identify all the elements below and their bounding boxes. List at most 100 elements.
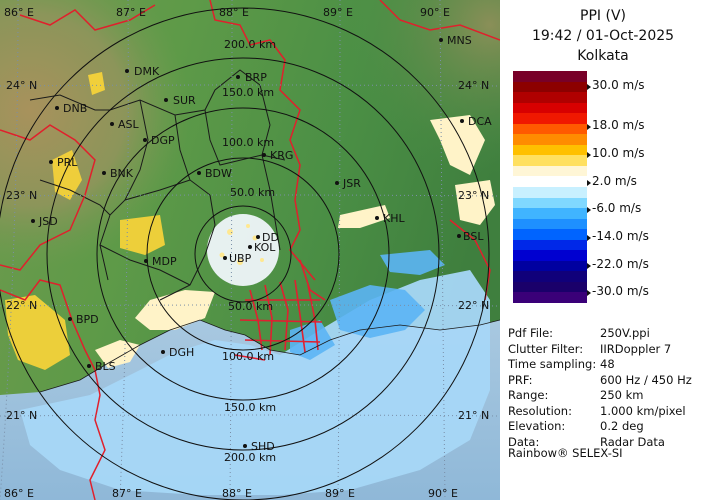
range-label: 200.0 km [224, 38, 276, 51]
colorbar-segment [513, 123, 587, 135]
metadata-key: Range: [508, 388, 549, 402]
colorbar-segment [513, 281, 587, 293]
metadata-value: 250V.ppi [600, 326, 650, 340]
station-label: JSR [342, 177, 361, 190]
station-label: DGH [169, 346, 194, 359]
station-label: KRG [270, 149, 293, 162]
colorbar-tick [587, 84, 591, 90]
range-label: 100.0 km [222, 136, 274, 149]
metadata-value: 1.000 km/pixel [600, 403, 686, 418]
metadata-key: PRF: [508, 372, 533, 387]
station-markers [31, 38, 464, 448]
product-timestamp: 19:42 / 01-Oct-2025 [531, 28, 675, 44]
district-borders [29, 69, 286, 301]
colorbar-segment [513, 113, 587, 125]
station-label: BRP [245, 71, 267, 84]
range-ring [46, 57, 440, 451]
software-credit: Rainbow® SELEX-SI [508, 446, 623, 460]
station-marker [460, 119, 464, 123]
station-label: SHD [251, 440, 275, 453]
metadata-value: IIRDoppler 7 [600, 341, 672, 356]
station-label: KOL [254, 241, 276, 254]
latitude-label: 21° N [458, 409, 489, 422]
graticule [0, 0, 500, 500]
colorbar-segment [513, 239, 587, 251]
colorbar-segment [513, 92, 587, 104]
colorbar-tick [587, 124, 591, 130]
state-borders [0, 0, 500, 500]
station-marker [110, 122, 114, 126]
radar-map: 86° E 86° E 87° E 87° E 88° E 88° E 89° E 89° E… [0, 0, 500, 500]
station-marker [125, 69, 129, 73]
colorbar-tick [587, 235, 591, 241]
colorbar-label: 18.0 m/s [592, 118, 645, 132]
station-label: DGP [151, 134, 175, 147]
metadata-value: Radar Data [600, 434, 665, 449]
longitude-label: 86° E [4, 487, 34, 500]
colorbar-label: -6.0 m/s [592, 201, 642, 215]
metadata-value: 600 Hz / 450 Hz [600, 372, 692, 387]
colorbar-label: -22.0 m/s [592, 257, 649, 271]
colorbar-segment [513, 271, 587, 283]
colorbar-tick [587, 207, 591, 213]
station-marker [49, 160, 53, 164]
echo-yellow [5, 72, 165, 370]
station-marker [55, 106, 59, 110]
station-marker [68, 317, 72, 321]
station-marker [457, 234, 461, 238]
colorbar-segment [513, 187, 587, 199]
latitude-label: 22° N [458, 299, 489, 312]
longitude-label: 87° E [116, 6, 146, 19]
station-marker [439, 38, 443, 42]
colorbar-segment [513, 102, 587, 114]
station-marker [223, 256, 227, 260]
colorbar-tick [587, 263, 591, 269]
metadata-key: Pdf File: [508, 326, 554, 340]
station-marker [197, 171, 201, 175]
range-ring [0, 7, 490, 500]
station-label: BDW [205, 167, 232, 180]
range-label: 200.0 km [224, 451, 276, 464]
colorbar-segment [513, 250, 587, 262]
station-label: PRL [57, 156, 78, 169]
echo-center-speckle [219, 224, 264, 265]
colorbar-segment [513, 134, 587, 146]
colorbar-segment [513, 81, 587, 93]
station-marker [375, 216, 379, 220]
colorbar-label: 10.0 m/s [592, 146, 645, 160]
metadata-key: Clutter Filter: [508, 341, 584, 356]
colorbar-label: -14.0 m/s [592, 229, 649, 243]
station-marker [161, 350, 165, 354]
legend-panel: PPI (V) 19:42 / 01-Oct-2025 Kolkata 30.0… [500, 0, 706, 500]
radar-map-canvas: 86° E 86° E 87° E 87° E 88° E 88° E 89° E 89° E… [0, 0, 500, 500]
colorbar-segment [513, 197, 587, 209]
longitude-label: 88° E [219, 6, 249, 19]
longitude-label: 87° E [112, 487, 142, 500]
colorbar-segment [513, 155, 587, 167]
range-label: 100.0 km [222, 350, 274, 363]
metadata-key: Time sampling: [508, 357, 597, 371]
station-label: DCA [468, 115, 492, 128]
metadata-value: 0.2 deg [600, 419, 644, 433]
station-label: MDP [152, 255, 177, 268]
station-label: UBP [229, 252, 252, 265]
longitude-label: 90° E [420, 6, 450, 19]
station-marker [87, 364, 91, 368]
colorbar-segment [513, 208, 587, 220]
metadata-key: Resolution: [508, 403, 572, 418]
station-label: BSL [463, 230, 484, 243]
station-marker [262, 153, 266, 157]
range-ring [194, 205, 292, 303]
longitude-label: 90° E [428, 487, 458, 500]
map-labels: 86° E 86° E 87° E 87° E 88° E 88° E 89° E 89° E… [4, 6, 492, 500]
radar-site-name: Kolkata [577, 48, 629, 64]
station-label: DNB [63, 102, 87, 115]
colorbar-segment [513, 260, 587, 272]
range-label: 150.0 km [222, 86, 274, 99]
station-label: SUR [173, 94, 196, 107]
station-label: JSD [38, 215, 58, 228]
metadata-key: Elevation: [508, 419, 566, 433]
longitude-label: 86° E [4, 6, 34, 19]
station-label: BLS [95, 360, 116, 373]
station-marker [236, 75, 240, 79]
